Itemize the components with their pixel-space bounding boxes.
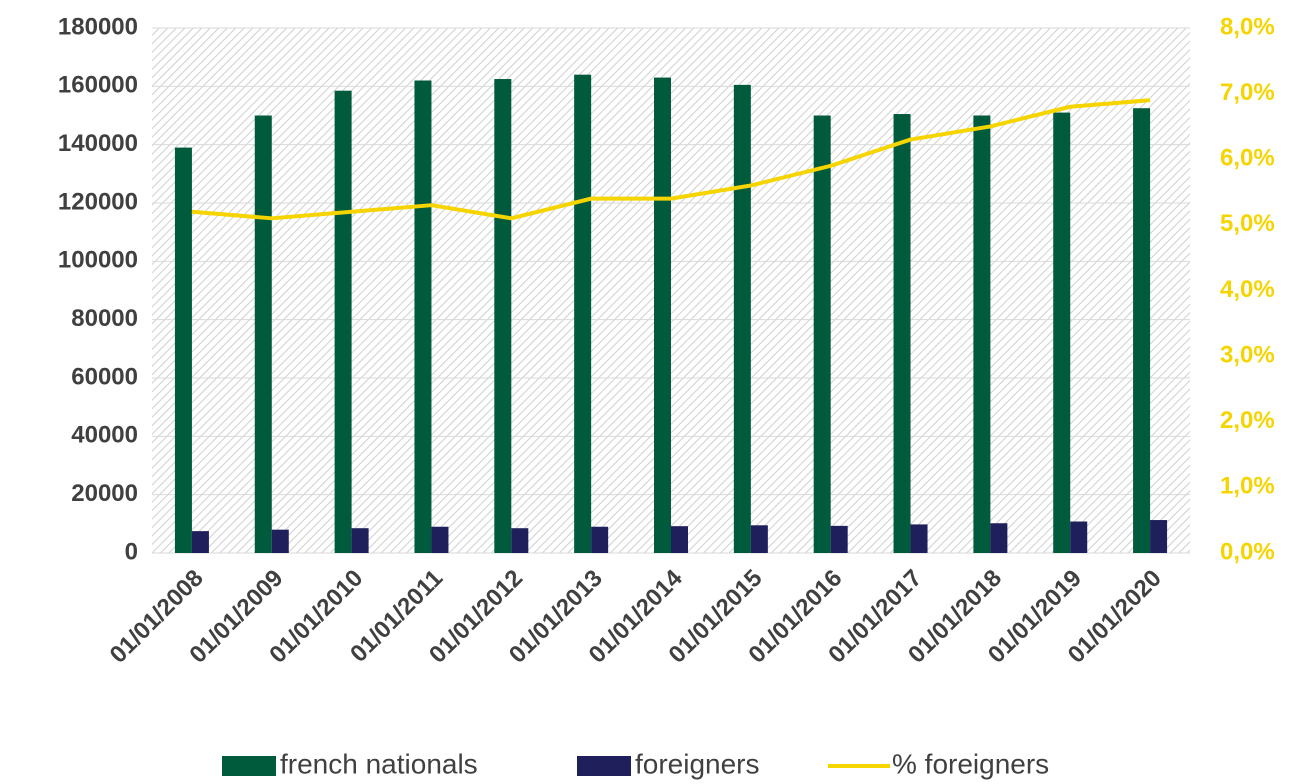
y-tick-label: 140000	[58, 130, 138, 157]
y2-tick-label: 6,0%	[1220, 145, 1275, 172]
bar	[733, 84, 751, 553]
bar	[494, 79, 512, 554]
bar	[334, 90, 352, 553]
bar	[414, 80, 432, 553]
bar	[174, 147, 192, 554]
bar	[574, 74, 592, 554]
bar	[654, 77, 671, 553]
bar	[990, 523, 1008, 553]
bar	[813, 115, 831, 553]
y2-tick-label: 7,0%	[1220, 79, 1275, 106]
y-tick-label: 100000	[58, 247, 138, 274]
bar	[254, 115, 272, 553]
y2-tick-label: 5,0%	[1220, 210, 1275, 237]
y2-tick-label: 4,0%	[1220, 276, 1275, 303]
y-tick-label: 180000	[58, 13, 138, 40]
bar	[191, 531, 209, 553]
bar	[910, 524, 928, 553]
bar	[830, 525, 848, 553]
legend-label: french nationals	[280, 748, 478, 779]
bar	[591, 526, 609, 553]
bar	[1150, 520, 1168, 553]
legend-swatch	[577, 756, 631, 776]
bar	[671, 526, 688, 553]
bar	[973, 115, 991, 553]
bar	[893, 114, 911, 554]
y-tick-label: 60000	[71, 363, 138, 390]
y-tick-label: 20000	[71, 480, 138, 507]
line	[191, 98, 1151, 221]
bar	[511, 528, 529, 553]
legend-label: foreigners	[635, 748, 760, 779]
bar	[1070, 521, 1088, 553]
legend-label: % foreigners	[892, 748, 1049, 779]
bar	[351, 528, 369, 553]
y-tick-label: 120000	[58, 188, 138, 215]
legend-swatch	[222, 756, 276, 776]
y-tick-label: 160000	[58, 72, 138, 99]
y2-tick-label: 2,0%	[1220, 407, 1275, 434]
y-tick-label: 40000	[71, 422, 138, 449]
y-tick-label: 0	[125, 538, 138, 565]
y-tick-label: 80000	[71, 305, 138, 332]
y2-tick-label: 1,0%	[1220, 473, 1275, 500]
y2-tick-label: 0,0%	[1220, 538, 1275, 565]
bar	[750, 525, 768, 553]
bar	[431, 526, 449, 553]
y2-tick-label: 8,0%	[1220, 13, 1275, 40]
y2-tick-label: 3,0%	[1220, 341, 1275, 368]
bar	[1053, 112, 1071, 553]
bar	[271, 529, 289, 553]
bar	[1133, 108, 1151, 553]
